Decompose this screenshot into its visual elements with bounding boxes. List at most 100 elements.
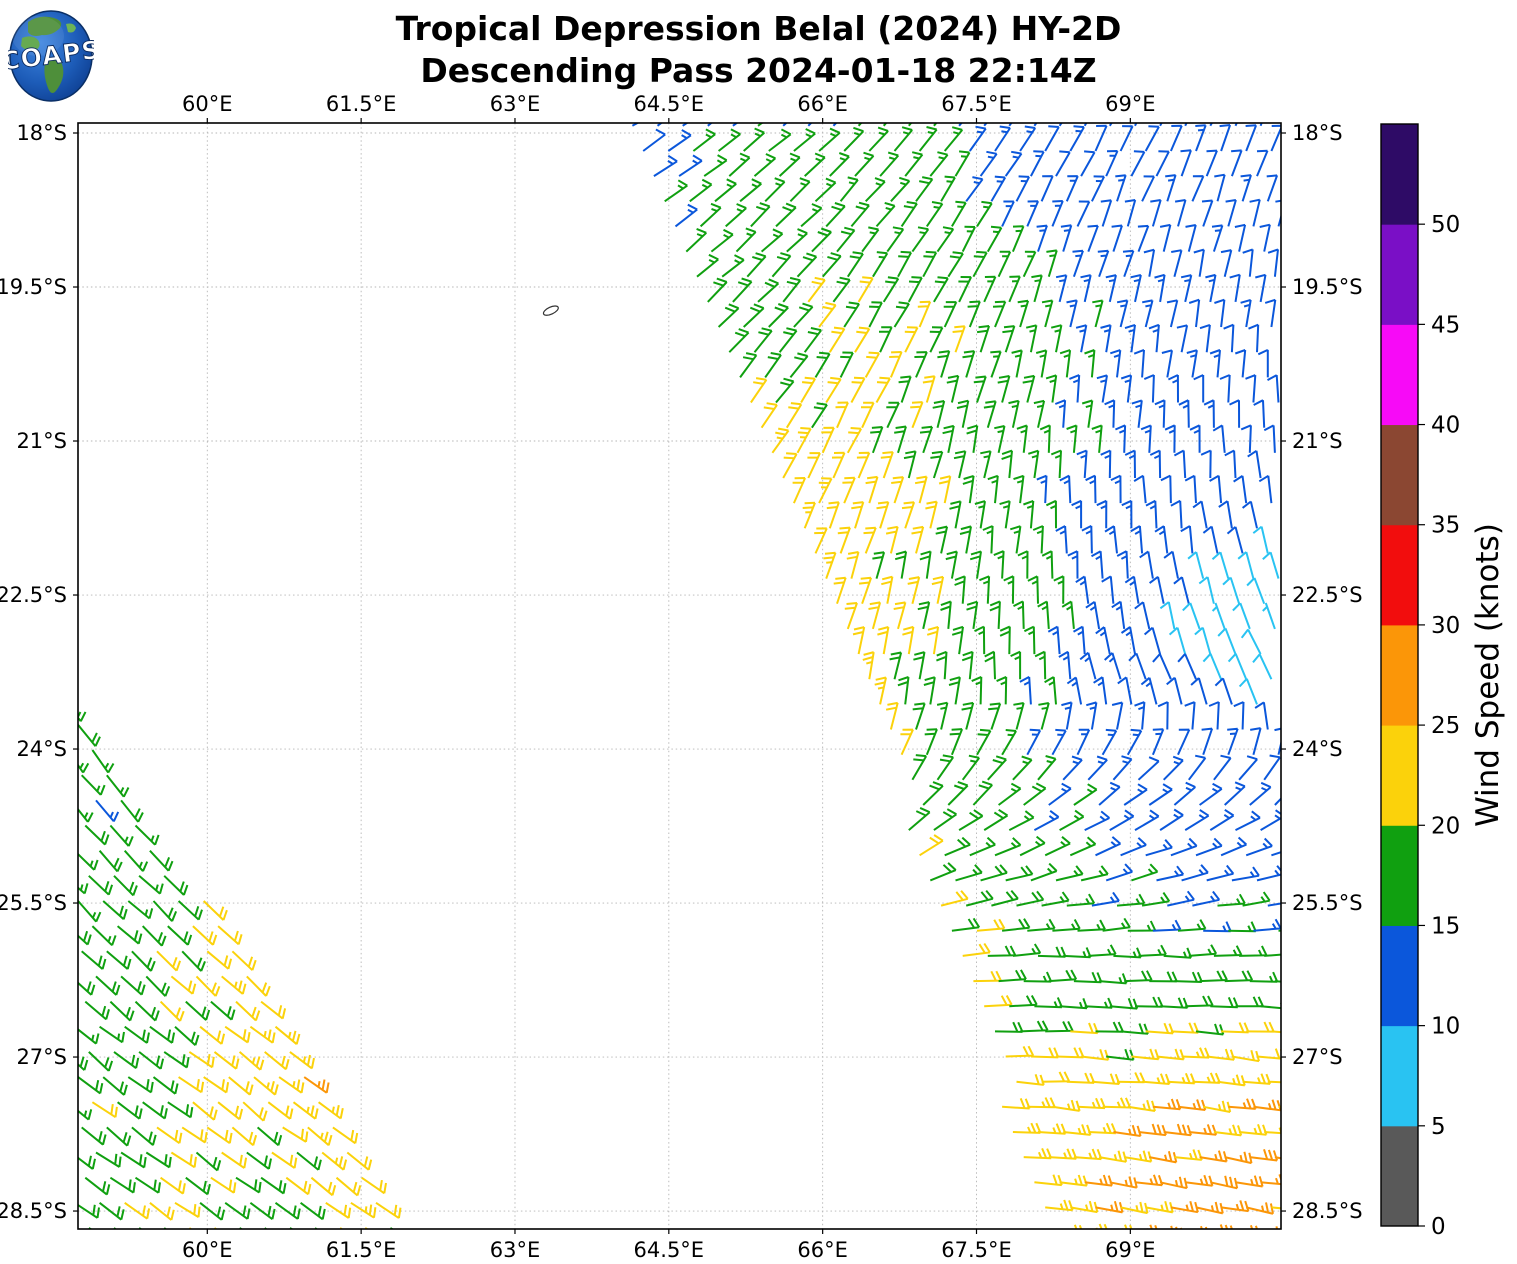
wind-barb [1193,374,1205,403]
wind-barb [1142,299,1154,328]
wind-barb [1181,1047,1211,1059]
wind-barb [653,154,678,177]
wind-barb [102,1076,128,1096]
wind-barb [1016,424,1028,453]
wind-barb [728,152,751,177]
wind-barb [891,476,905,504]
wind-barb [882,276,900,303]
wind-barb [917,601,931,630]
wind-barb [1219,124,1232,152]
wind-barb [1116,893,1146,907]
colorbar-segment [1381,624,1418,726]
wind-barb [1055,525,1068,554]
wind-barb [278,1076,305,1094]
wind-barb [900,201,918,227]
wind-barb [264,1227,268,1229]
wind-barb [865,475,879,504]
wind-barb [1008,810,1035,831]
wind-barb [1195,1023,1225,1036]
wind-barb [699,202,722,228]
wind-barb [750,377,768,404]
wind-barb [178,1076,205,1094]
wind-barb [282,1126,309,1143]
wind-barb [1076,200,1091,227]
wind-barb [106,950,132,970]
wind-barb [325,1201,352,1219]
wind-barb [803,327,822,353]
wind-barb [924,728,938,756]
wind-barb [1005,1045,1035,1058]
wind-barb [1219,374,1231,403]
wind-barb [1061,600,1075,629]
wind-barb [870,426,884,454]
wind-barb [80,774,106,796]
wind-barb [919,834,944,857]
wind-barb [206,950,233,970]
wind-barb [1091,550,1104,579]
wind-barb [1133,348,1145,378]
wind-barb [1055,865,1084,882]
wind-barb [807,276,826,303]
island-outline [542,305,559,316]
wind-barb [753,153,777,177]
wind-barb [811,227,832,253]
wind-barb [843,301,860,328]
wind-barb [907,276,923,303]
wind-barb [1245,374,1257,403]
wind-barb [1150,199,1162,227]
wind-barb [1256,865,1281,882]
wind-barb [1069,374,1081,403]
wind-barb [271,1151,298,1169]
wind-barb [1149,576,1165,604]
wind-barb [1210,1175,1239,1190]
wind-barb [962,474,975,504]
wind-barb [210,1000,236,1021]
wind-barb [1066,1072,1096,1084]
wind-barb [1084,349,1096,378]
wind-barb [785,402,803,429]
wind-barb [807,452,821,479]
wind-barb [1271,1030,1281,1034]
colorbar-label: Wind Speed (knots) [1470,523,1506,827]
wind-barb [936,226,955,253]
wind-barb [1145,1022,1175,1035]
wind-barb [1267,374,1280,403]
wind-barb [1131,1048,1160,1061]
wind-barb [1102,1097,1132,1109]
wind-barb [868,601,882,630]
wind-barb [1025,324,1038,353]
wind-barb [1205,149,1218,177]
wind-barb [1148,783,1173,806]
wind-barb [893,601,907,630]
lat-tick-label-right: 24°S [1292,737,1343,761]
wind-barb [192,1101,218,1121]
wind-barb [1109,997,1139,1010]
wind-barb [1101,728,1118,756]
wind-barb [289,1051,315,1070]
wind-barb [1177,653,1197,680]
lon-tick-label-bottom: 67.5°E [941,1238,1012,1262]
wind-barb [1127,920,1157,932]
wind-barb [170,975,197,995]
wind-barb [1066,424,1078,453]
wind-barb [203,1076,230,1094]
wind-barb [1058,123,1063,127]
wind-barb [971,675,983,705]
wind-barb [1035,349,1048,378]
wind-barb [890,176,911,202]
wind-barb [930,450,944,479]
wind-barb [860,401,875,429]
wind-barb [831,451,846,479]
lon-tick-label-top: 69°E [1105,92,1156,116]
wind-barb [1001,200,1015,227]
wind-barb [1274,797,1281,806]
wind-barb [1173,449,1187,479]
wind-barb [1170,1022,1200,1034]
wind-barb [106,774,130,798]
wind-barb [717,303,740,328]
wind-barb [1048,782,1072,806]
wind-barb [1131,399,1143,428]
wind-barb [771,427,790,454]
wind-barb [163,875,189,896]
wind-barb [1097,249,1110,278]
